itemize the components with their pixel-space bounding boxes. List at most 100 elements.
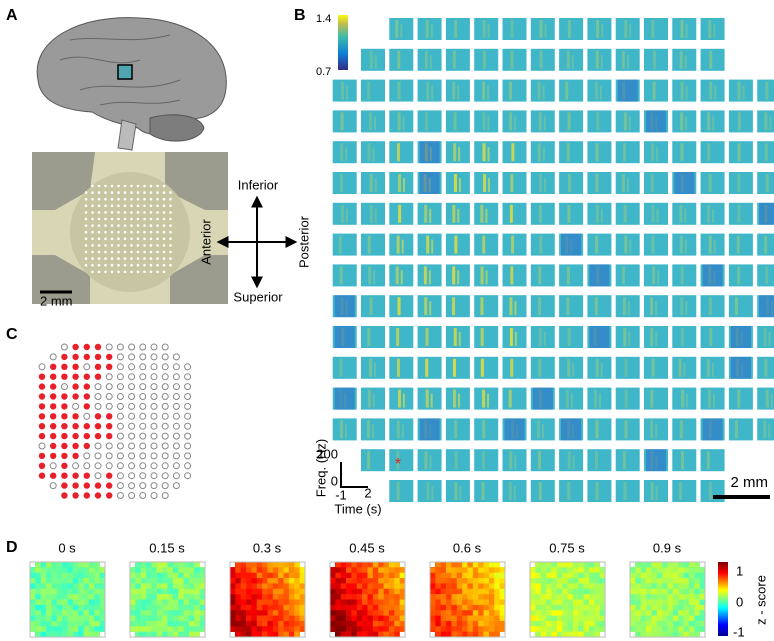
- heat-cell: [473, 589, 479, 595]
- heat-cell: [194, 583, 200, 589]
- spectrogram-bg: [531, 234, 555, 256]
- spectrogram-bg: [389, 80, 413, 102]
- spectrogram: [616, 49, 640, 71]
- spectrogram-band: [425, 359, 428, 377]
- heat-cell: [689, 621, 695, 627]
- heat-cell: [300, 589, 306, 595]
- heat-cell: [641, 594, 647, 600]
- heat-cell: [446, 600, 452, 606]
- heat-cell: [235, 632, 241, 638]
- heat-cell: [78, 600, 84, 606]
- heat-cell: [589, 626, 595, 632]
- electrode: [61, 463, 67, 469]
- heat-cell: [84, 605, 90, 611]
- colorbar-label: 0.7: [316, 66, 331, 78]
- heat-cell: [362, 616, 368, 622]
- heat-cell: [657, 578, 663, 584]
- spectrogram: [531, 49, 555, 71]
- heat-cell: [57, 610, 63, 616]
- heat-cell: [562, 616, 568, 622]
- spectrogram: [503, 172, 527, 194]
- heat-cell: [441, 594, 447, 600]
- heat-cell: [546, 616, 552, 622]
- heat-corner: [500, 632, 505, 637]
- spectrogram-band: [708, 20, 711, 38]
- spectrogram-band: [707, 205, 710, 223]
- heat-cell: [230, 605, 236, 611]
- electrode-dot: [137, 198, 140, 201]
- spectrogram: [672, 110, 696, 132]
- heat-cell: [41, 562, 47, 568]
- spectrogram-band: [625, 420, 628, 438]
- heat-cell: [246, 621, 252, 627]
- spectrogram: [559, 234, 583, 256]
- heat-cell: [346, 583, 352, 589]
- heat-cell: [346, 562, 352, 568]
- electrode: [117, 364, 123, 370]
- heat-cell: [568, 589, 574, 595]
- spectrogram: [446, 234, 470, 256]
- electrode: [50, 354, 56, 360]
- heat-cell: [368, 626, 374, 632]
- spectrogram-band: [374, 116, 376, 130]
- spectrogram-noise: [646, 110, 666, 132]
- heat-cell: [400, 567, 406, 573]
- spectrogram-bg: [701, 234, 725, 256]
- spectrogram-band: [596, 174, 599, 192]
- heat-cell: [678, 632, 684, 638]
- heat-cell: [351, 567, 357, 573]
- heat-cell: [562, 632, 568, 638]
- heat-cell: [278, 583, 284, 589]
- spectrogram-band: [488, 24, 490, 38]
- spectrogram-band: [488, 147, 490, 161]
- heat-cell: [500, 573, 506, 579]
- heat-cell: [394, 583, 400, 589]
- spectrogram-band: [510, 359, 513, 377]
- spectrogram: [644, 110, 668, 132]
- heat-cell: [141, 632, 147, 638]
- heat-cell: [546, 573, 552, 579]
- heat-cell: [173, 610, 179, 616]
- heat-cell: [184, 578, 190, 584]
- electrode-dot: [143, 224, 146, 227]
- heat-cell: [100, 573, 106, 579]
- electrode-dot: [169, 191, 172, 194]
- heat-cell: [584, 605, 590, 611]
- spectrogram-band: [771, 394, 773, 408]
- electrode-dot: [104, 238, 107, 241]
- spectrogram-band: [454, 20, 457, 38]
- heat-cell: [557, 567, 563, 573]
- heat-cell: [578, 578, 584, 584]
- spectrogram-band: [685, 24, 687, 38]
- spectrogram-band: [763, 420, 766, 438]
- heat-cell: [51, 600, 57, 606]
- spectrogram-band: [510, 205, 513, 223]
- electrode-dot: [117, 191, 120, 194]
- spectrogram-band: [539, 174, 542, 192]
- electrode: [72, 393, 78, 399]
- heat-cell: [300, 578, 306, 584]
- electrode: [84, 453, 90, 459]
- heat-cell: [357, 610, 363, 616]
- heat-cell: [573, 621, 579, 627]
- heat-cell: [151, 632, 157, 638]
- heat-cell: [335, 573, 341, 579]
- heat-cell: [335, 583, 341, 589]
- spectrogram-bg: [644, 18, 668, 40]
- spectrogram-bg: [333, 264, 357, 286]
- heat-cell: [68, 610, 74, 616]
- heat-cell: [300, 610, 306, 616]
- spectrogram-bg: [474, 357, 498, 379]
- heat-cell: [341, 605, 347, 611]
- heat-cell: [535, 610, 541, 616]
- heat-cell: [489, 600, 495, 606]
- electrode: [84, 473, 90, 479]
- spectrogram: [587, 172, 611, 194]
- electrode-dot: [104, 244, 107, 247]
- spectrogram: [672, 18, 696, 40]
- heat-cell: [446, 567, 452, 573]
- spectrogram-bg: [587, 449, 611, 471]
- spectrogram-bg: [389, 234, 413, 256]
- heat-cell: [494, 626, 500, 632]
- heat-cell: [694, 600, 700, 606]
